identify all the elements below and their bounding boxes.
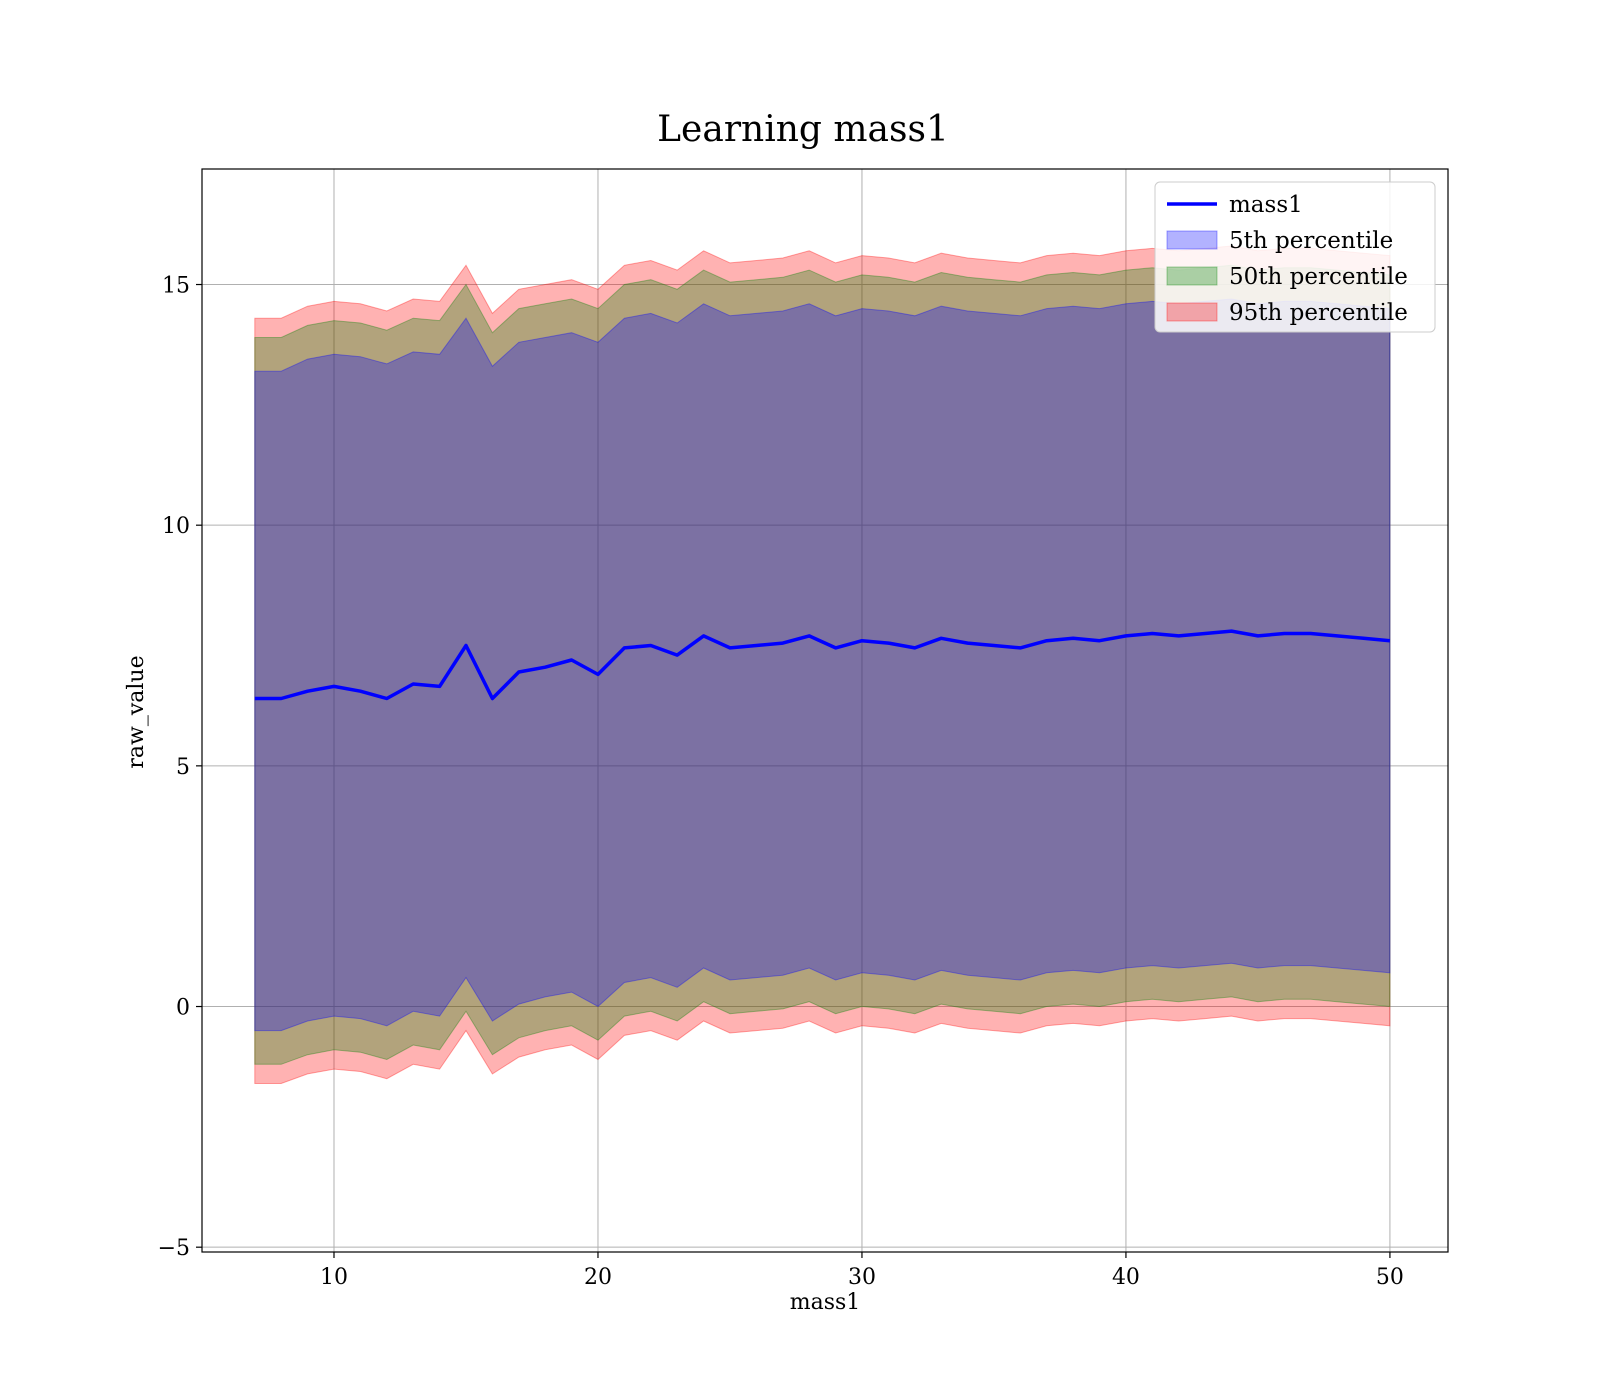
band-5th-percentile [254,298,1391,1032]
legend-swatch [1166,266,1218,286]
x-tick-label: 20 [584,1265,612,1290]
legend-label: 50th percentile [1229,264,1408,290]
line-mass1 [254,629,1391,701]
band-50th-percentile [254,264,1391,1065]
y-tick-label: 5 [176,755,190,780]
y-axis-ticks: −5 0 5 10 15 [158,274,202,1261]
legend-swatch [1166,302,1218,322]
x-tick-label: 40 [1112,1265,1140,1290]
x-axis-label: mass1 [790,1290,861,1315]
band-95th-percentile [254,245,1391,1084]
chart-title: Learning mass1 [657,109,949,150]
percentile-bands [254,245,1391,1084]
x-tick-label: 50 [1376,1265,1404,1290]
x-tick-label: 10 [320,1265,348,1290]
plot-frame [201,168,1449,1253]
x-tick-label: 30 [848,1265,876,1290]
y-tick-label: −5 [158,1236,190,1261]
legend-label: 95th percentile [1229,300,1408,326]
y-tick-label: 0 [176,996,190,1021]
x-axis-ticks: 10 20 30 40 50 [320,1252,1404,1290]
legend-box [1154,181,1436,333]
y-tick-label: 15 [162,274,190,299]
legend: mass1 5th percentile 50th percentile 95th p… [1154,181,1436,333]
y-axis-label: raw_value [124,655,149,768]
legend-label: mass1 [1229,192,1303,218]
legend-swatch [1166,230,1218,250]
legend-label: 5th percentile [1229,228,1393,254]
series-lines [254,629,1391,701]
y-tick-label: 10 [162,514,190,539]
